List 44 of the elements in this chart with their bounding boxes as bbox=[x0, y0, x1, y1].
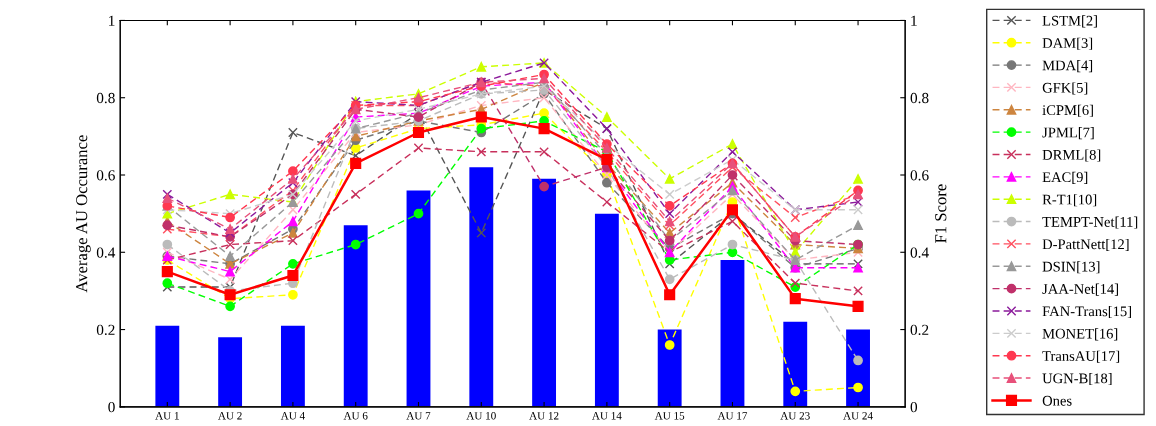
legend-label: UGN-B[18] bbox=[1042, 373, 1112, 386]
x-tick-label: AU 7 bbox=[406, 412, 431, 420]
y-tick-label: 0.6 bbox=[96, 170, 115, 181]
legend-label: JAA-Net[14] bbox=[1042, 283, 1118, 296]
legend-label: FAN-Trans[15] bbox=[1042, 305, 1131, 319]
x-tick-label: AU 12 bbox=[529, 412, 559, 420]
x-tick-label: AU 14 bbox=[592, 412, 622, 420]
legend-label: DAM[3] bbox=[1042, 37, 1093, 50]
y-tick-label: 0.8 bbox=[96, 92, 115, 104]
x-tick-label: AU 10 bbox=[466, 412, 496, 420]
legend-label: Ones bbox=[1042, 395, 1072, 406]
y-axis-title: Average AU Occurance bbox=[76, 135, 91, 293]
x-tick-label: AU 2 bbox=[218, 412, 242, 420]
y2-tick-label: 0.6 bbox=[910, 170, 929, 181]
legend-label: DRML[8] bbox=[1042, 149, 1101, 162]
legend-label: LSTM[2] bbox=[1042, 15, 1097, 28]
y2-tick-label: 0.4 bbox=[910, 247, 929, 258]
legend-label: JPML[7] bbox=[1042, 127, 1094, 140]
legend-label: MONET[16] bbox=[1042, 328, 1118, 341]
x-tick-label: AU 4 bbox=[280, 412, 305, 420]
y2-tick-label: 0.2 bbox=[910, 324, 929, 336]
x-tick-label: AU 23 bbox=[780, 412, 810, 420]
legend-label: MDA[4] bbox=[1042, 60, 1093, 73]
legend-label: DSIN[13] bbox=[1042, 261, 1100, 274]
legend-label: GFK[5] bbox=[1042, 82, 1088, 95]
legend-label: TransAU[17] bbox=[1042, 350, 1120, 363]
legend-label: TEMPT-Net[11] bbox=[1042, 216, 1138, 229]
y2-tick-label: 1 bbox=[911, 15, 917, 26]
y2-axis-title: F1 Score bbox=[935, 184, 947, 244]
x-tick-label: AU 24 bbox=[843, 412, 873, 420]
legend-label: R-T1[10] bbox=[1042, 194, 1097, 207]
y2-tick-label: 0 bbox=[910, 401, 918, 413]
y2-tick-label: 0.8 bbox=[910, 92, 929, 104]
legend-label: D-PattNett[12] bbox=[1042, 238, 1129, 251]
y-tick-label: 1 bbox=[109, 15, 115, 26]
legend-label: iCPM[6] bbox=[1042, 104, 1093, 117]
x-tick-label: AU 15 bbox=[654, 412, 685, 420]
y-tick-label: 0.4 bbox=[96, 247, 116, 258]
x-tick-label: AU 1 bbox=[155, 412, 179, 420]
x-tick-label: AU 6 bbox=[343, 412, 368, 420]
x-tick-label: AU 17 bbox=[717, 412, 748, 420]
y-tick-label: 0 bbox=[108, 401, 115, 413]
legend-label: EAC[9] bbox=[1042, 171, 1088, 184]
y-tick-label: 0.2 bbox=[96, 324, 115, 336]
